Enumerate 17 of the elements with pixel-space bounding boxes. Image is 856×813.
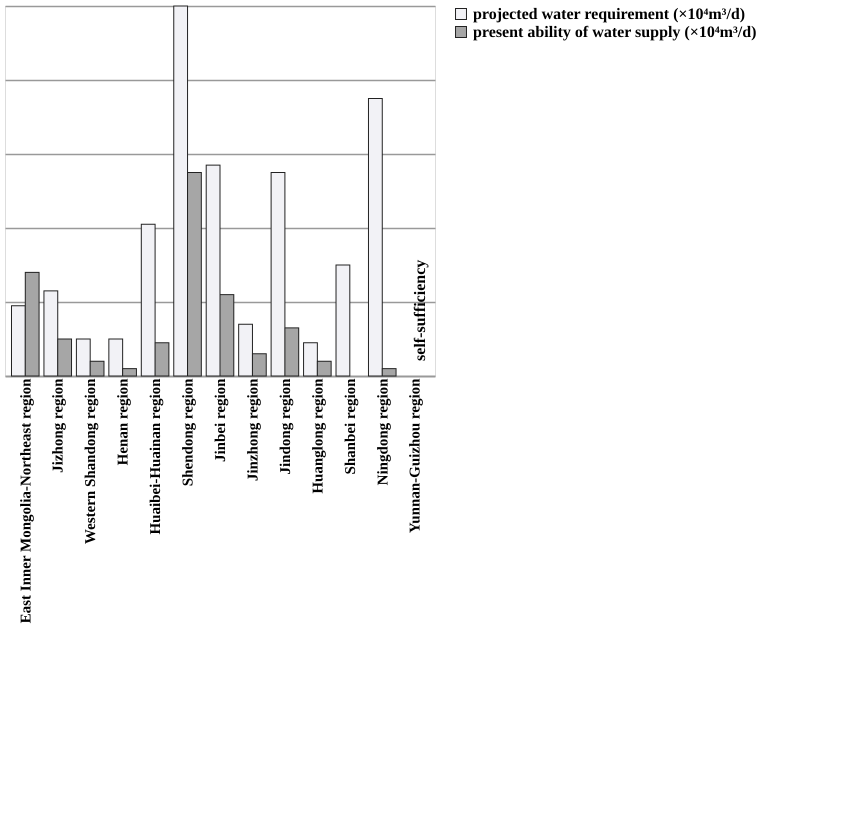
- x-tick-label: Shanbei region: [342, 378, 359, 474]
- x-tick-label: East Inner Mongolia-Northeast region: [18, 378, 34, 624]
- x-tick-label: Jinzhong region: [245, 378, 262, 482]
- x-tick-label: Yunnan-Guizhou region: [408, 378, 424, 534]
- legend-label: projected water requirement (×10⁴m³/d): [473, 6, 746, 23]
- x-tick-label: Huanglong region: [310, 378, 326, 494]
- annotation: self-sufficiency: [412, 260, 429, 361]
- x-tick-label: Jinbei region: [213, 378, 229, 462]
- bar: [336, 264, 350, 376]
- x-tick-label: Jindong region: [278, 378, 294, 474]
- x-tick-label: Jizhong region: [50, 378, 67, 473]
- x-tick-label: Western Shandong region: [83, 378, 100, 544]
- legend-label: present ability of water supply (×10⁴m³/d): [473, 24, 756, 41]
- x-tick-label: Henan region: [116, 378, 132, 466]
- x-tick-label: Ningdong region: [375, 378, 392, 486]
- x-tick-label: Shendong region: [180, 378, 197, 486]
- x-tick-label: Huaibei-Huainan region: [148, 378, 164, 535]
